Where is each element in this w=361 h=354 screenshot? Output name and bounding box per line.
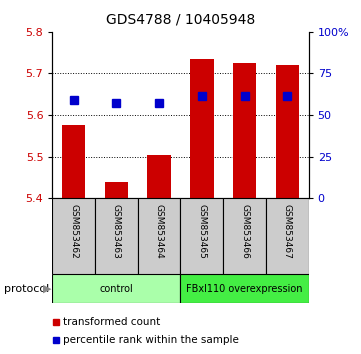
Text: GSM853466: GSM853466 — [240, 204, 249, 259]
Text: GSM853462: GSM853462 — [69, 204, 78, 259]
Bar — [147, 155, 171, 198]
Text: transformed count: transformed count — [63, 317, 160, 327]
Bar — [180, 198, 223, 274]
Bar — [233, 63, 256, 198]
Bar — [138, 198, 180, 274]
Text: GSM853463: GSM853463 — [112, 204, 121, 259]
Bar — [62, 125, 86, 198]
Text: percentile rank within the sample: percentile rank within the sample — [63, 335, 239, 345]
Text: GSM853464: GSM853464 — [155, 204, 164, 259]
Text: FBxl110 overexpression: FBxl110 overexpression — [186, 284, 303, 293]
Bar — [275, 65, 299, 198]
Text: GSM853465: GSM853465 — [197, 204, 206, 259]
Bar — [266, 198, 309, 274]
Bar — [95, 198, 138, 274]
Bar — [52, 274, 180, 303]
Text: control: control — [100, 284, 133, 293]
Text: GSM853467: GSM853467 — [283, 204, 292, 259]
Text: GDS4788 / 10405948: GDS4788 / 10405948 — [106, 12, 255, 27]
Bar — [180, 274, 309, 303]
Bar — [223, 198, 266, 274]
Bar — [105, 182, 128, 198]
Bar — [52, 198, 95, 274]
Text: protocol: protocol — [4, 284, 49, 293]
Bar — [190, 59, 214, 198]
Text: ▶: ▶ — [43, 284, 51, 293]
